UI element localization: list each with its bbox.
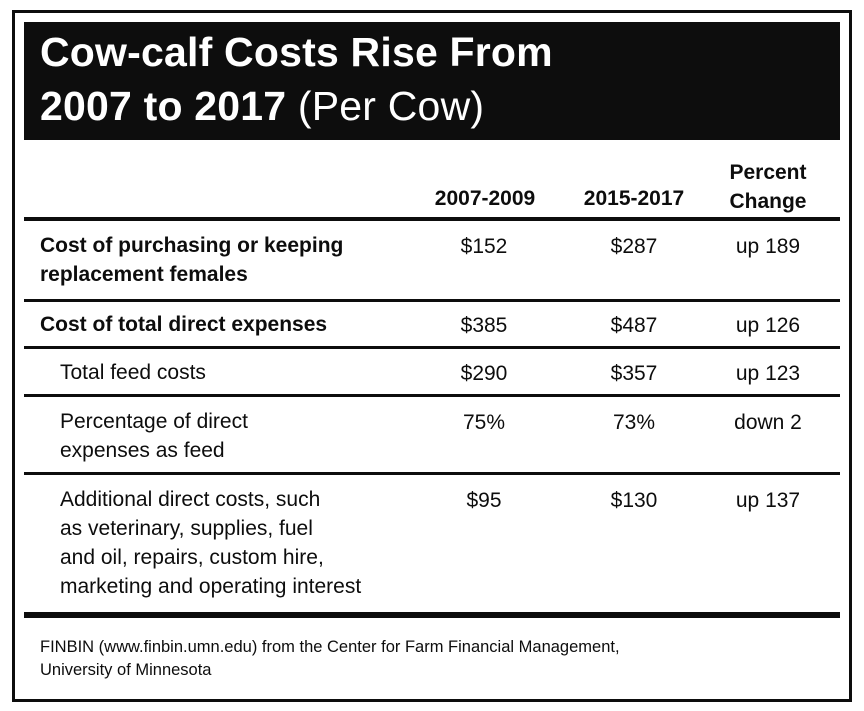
row4-2015-2017: 73% bbox=[612, 411, 656, 434]
column-header-2015-2017: 2015-2017 bbox=[583, 187, 685, 210]
header-rule bbox=[24, 217, 840, 221]
row5-2015-2017: $130 bbox=[610, 489, 658, 512]
row4-2007-2009: 75% bbox=[462, 411, 506, 434]
row-rule bbox=[24, 299, 840, 302]
row1-2015-2017: $287 bbox=[610, 235, 658, 258]
row1-percent-change: up 189 bbox=[735, 235, 801, 258]
row5-percent-change: up 137 bbox=[735, 489, 801, 512]
title-banner: Cow-calf Costs Rise From 2007 to 2017 (P… bbox=[24, 22, 840, 140]
column-header-percent-change: Percent Change bbox=[729, 161, 807, 213]
row-label-total-feed-costs: Total feed costs bbox=[60, 361, 206, 384]
row-label-percentage-direct-feed: Percentage of direct expenses as feed bbox=[60, 410, 248, 462]
column-header-2007-2009: 2007-2009 bbox=[434, 187, 536, 210]
row3-2007-2009: $290 bbox=[460, 362, 508, 385]
row-label-additional-direct-costs: Additional direct costs, such as veterin… bbox=[60, 488, 362, 598]
row2-2007-2009: $385 bbox=[460, 314, 508, 337]
title-per-cow: (Per Cow) bbox=[297, 83, 485, 129]
table-bottom-rule bbox=[24, 612, 840, 618]
row-rule bbox=[24, 472, 840, 475]
row-label-total-direct-expenses: Cost of total direct expenses bbox=[40, 313, 328, 336]
row-rule bbox=[24, 394, 840, 397]
row-label-replacement-females: Cost of purchasing or keeping replacemen… bbox=[40, 234, 344, 286]
row1-2007-2009: $152 bbox=[460, 235, 508, 258]
row3-2015-2017: $357 bbox=[610, 362, 658, 385]
row5-2007-2009: $95 bbox=[466, 489, 502, 512]
title-years: 2007 to 2017 bbox=[40, 83, 287, 129]
source-note: FINBIN (www.finbin.umn.edu) from the Cen… bbox=[40, 638, 620, 679]
row3-percent-change: up 123 bbox=[735, 362, 801, 385]
row4-percent-change: down 2 bbox=[734, 411, 802, 434]
row2-2015-2017: $487 bbox=[610, 314, 658, 337]
title-line-1: Cow-calf Costs Rise From bbox=[40, 29, 553, 75]
row-rule bbox=[24, 346, 840, 349]
title-line-2: 2007 to 2017 (Per Cow) bbox=[40, 86, 484, 127]
row2-percent-change: up 126 bbox=[735, 314, 801, 337]
outer-frame bbox=[12, 10, 852, 702]
